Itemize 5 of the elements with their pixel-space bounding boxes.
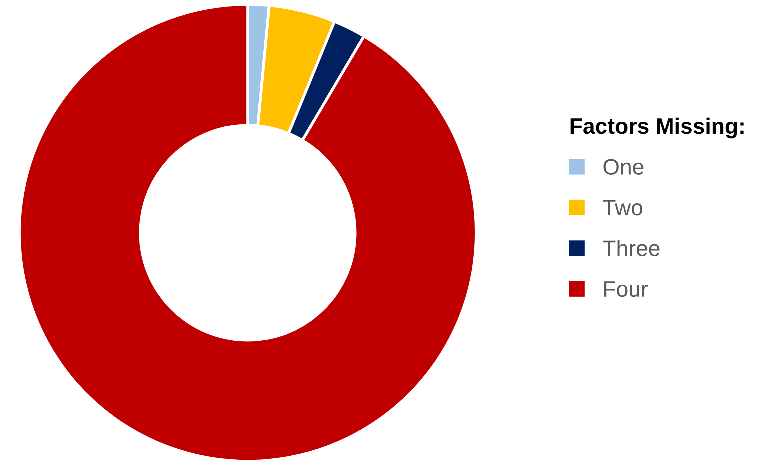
legend-label: One: [604, 159, 644, 175]
legend-label: Two: [603, 200, 643, 216]
legend-label: Three: [603, 240, 660, 256]
legend-label: Four: [604, 282, 648, 298]
legend-title: Factors Missing:: [570, 118, 744, 139]
